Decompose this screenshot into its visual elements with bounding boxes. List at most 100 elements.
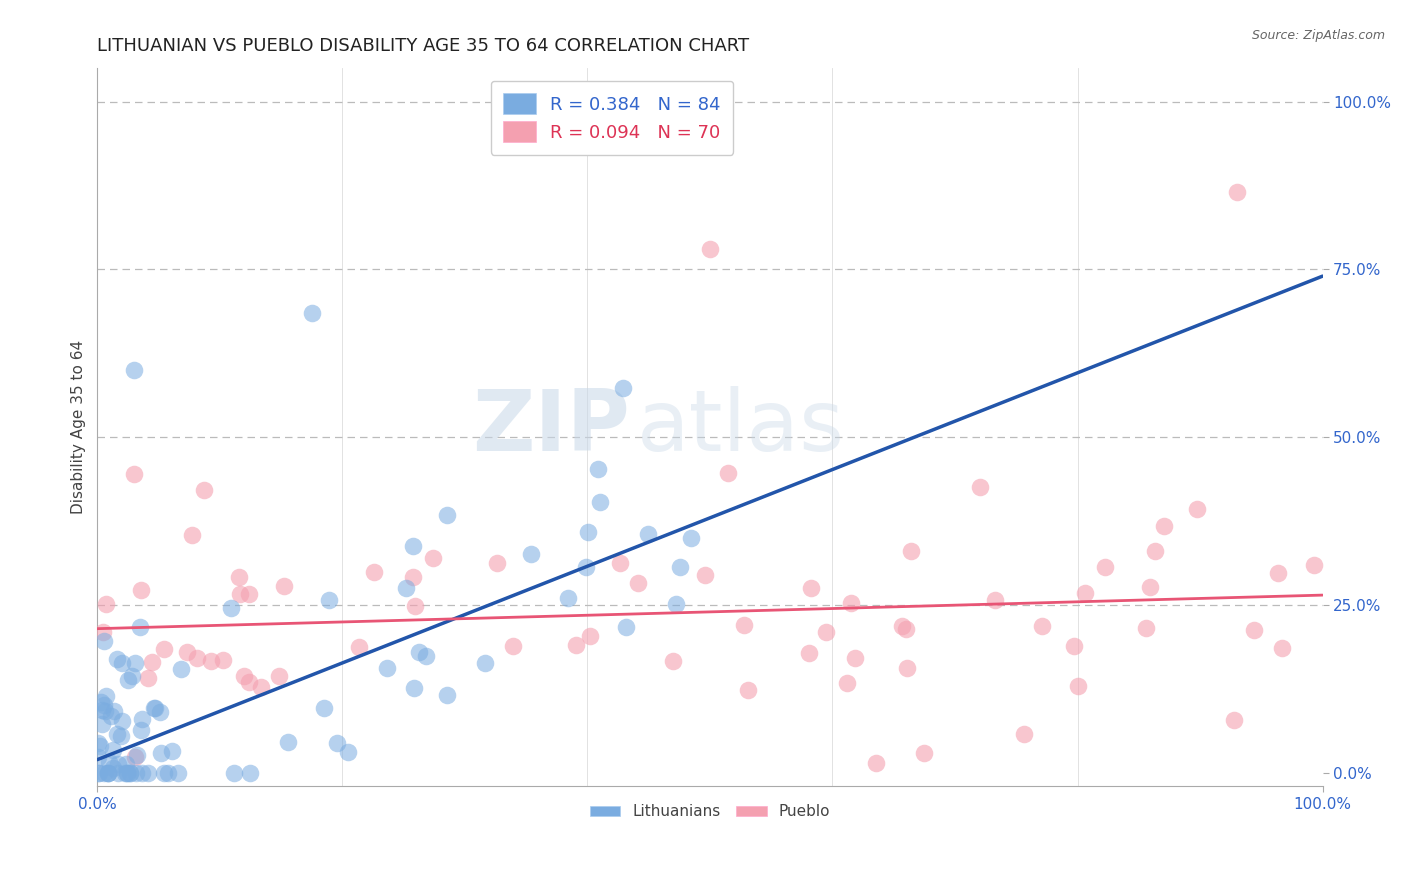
Point	[474, 656, 496, 670]
Point	[589, 495, 612, 509]
Point	[837, 676, 859, 690]
Point	[912, 746, 935, 760]
Point	[969, 480, 991, 494]
Point	[1063, 639, 1085, 653]
Point	[87, 750, 110, 764]
Point	[117, 673, 139, 688]
Point	[737, 683, 759, 698]
Point	[814, 625, 837, 640]
Point	[94, 704, 117, 718]
Point	[347, 640, 370, 654]
Point	[131, 766, 153, 780]
Point	[238, 674, 260, 689]
Point	[97, 766, 120, 780]
Point	[576, 525, 599, 540]
Point	[1223, 713, 1246, 727]
Point	[94, 690, 117, 704]
Point	[157, 766, 180, 780]
Point	[138, 671, 160, 685]
Point	[115, 757, 138, 772]
Point	[97, 766, 120, 780]
Point	[121, 669, 143, 683]
Point	[87, 766, 110, 780]
Point	[129, 723, 152, 738]
Point	[1067, 679, 1090, 693]
Point	[111, 714, 134, 728]
Point	[1153, 519, 1175, 533]
Point	[797, 646, 820, 660]
Point	[101, 761, 124, 775]
Point	[900, 543, 922, 558]
Point	[250, 680, 273, 694]
Point	[118, 766, 141, 780]
Point	[127, 747, 149, 762]
Point	[91, 625, 114, 640]
Point	[193, 483, 215, 498]
Point	[1031, 618, 1053, 632]
Point	[143, 700, 166, 714]
Point	[665, 597, 688, 611]
Point	[565, 638, 588, 652]
Point	[865, 756, 887, 770]
Point	[579, 629, 602, 643]
Point	[1271, 640, 1294, 655]
Point	[894, 622, 917, 636]
Point	[228, 570, 250, 584]
Point	[436, 508, 458, 522]
Point	[1135, 621, 1157, 635]
Point	[111, 656, 134, 670]
Point	[103, 742, 125, 756]
Point	[176, 645, 198, 659]
Point	[401, 540, 423, 554]
Point	[122, 467, 145, 482]
Text: Source: ZipAtlas.com: Source: ZipAtlas.com	[1251, 29, 1385, 42]
Point	[105, 652, 128, 666]
Point	[436, 688, 458, 702]
Point	[314, 701, 336, 715]
Point	[1012, 727, 1035, 741]
Point	[89, 739, 111, 753]
Point	[167, 766, 190, 780]
Point	[363, 565, 385, 579]
Text: LITHUANIAN VS PUEBLO DISABILITY AGE 35 TO 64 CORRELATION CHART: LITHUANIAN VS PUEBLO DISABILITY AGE 35 T…	[97, 37, 749, 55]
Point	[1226, 185, 1249, 199]
Point	[557, 591, 579, 605]
Point	[93, 766, 115, 780]
Point	[131, 712, 153, 726]
Point	[800, 581, 823, 595]
Point	[1094, 560, 1116, 574]
Point	[1143, 544, 1166, 558]
Point	[200, 654, 222, 668]
Point	[107, 766, 129, 780]
Point	[124, 656, 146, 670]
Point	[91, 716, 114, 731]
Point	[115, 766, 138, 780]
Point	[1267, 566, 1289, 580]
Point	[402, 681, 425, 695]
Point	[586, 461, 609, 475]
Point	[107, 757, 129, 772]
Point	[229, 587, 252, 601]
Point	[395, 582, 418, 596]
Point	[277, 735, 299, 749]
Point	[138, 766, 160, 780]
Text: ZIP: ZIP	[472, 385, 630, 468]
Y-axis label: Disability Age 35 to 64: Disability Age 35 to 64	[72, 340, 86, 515]
Point	[233, 669, 256, 683]
Point	[486, 556, 509, 570]
Point	[616, 619, 638, 633]
Point	[502, 639, 524, 653]
Point	[609, 556, 631, 570]
Point	[326, 736, 349, 750]
Point	[1074, 586, 1097, 600]
Point	[693, 568, 716, 582]
Point	[637, 527, 659, 541]
Point	[100, 709, 122, 723]
Point	[122, 363, 145, 377]
Point	[153, 642, 176, 657]
Point	[1185, 502, 1208, 516]
Point	[401, 570, 423, 584]
Point	[733, 618, 755, 632]
Point	[149, 705, 172, 719]
Point	[129, 582, 152, 597]
